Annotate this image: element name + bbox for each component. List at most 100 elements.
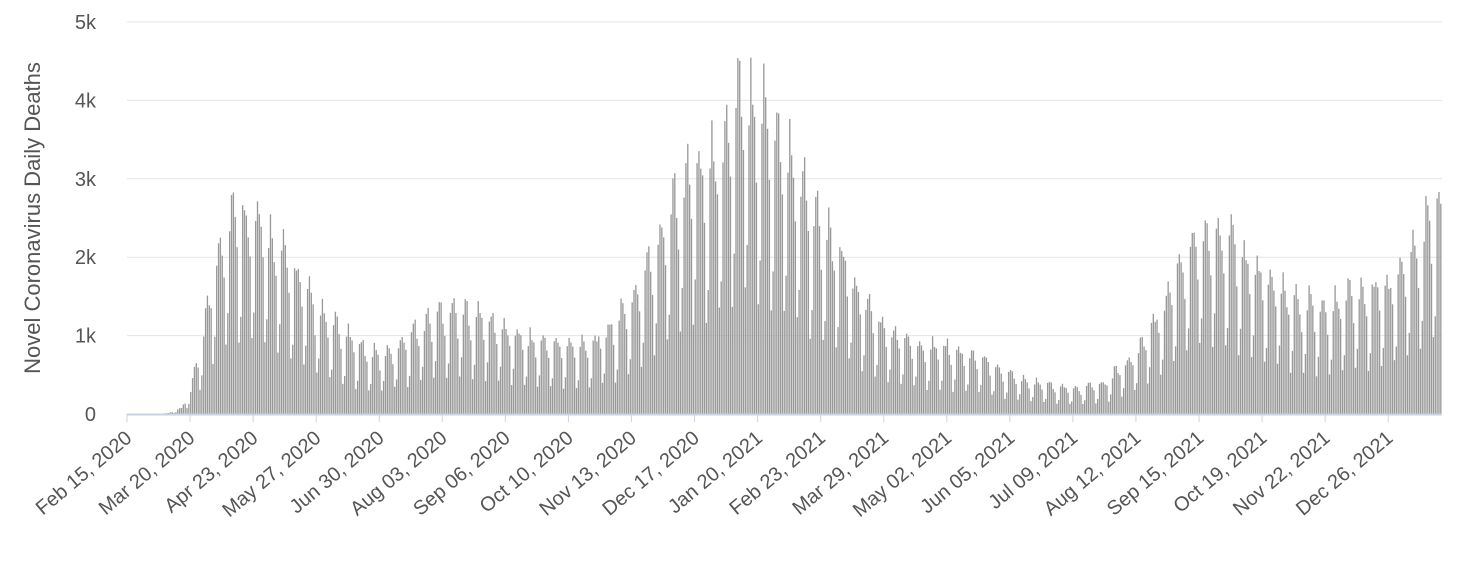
bar bbox=[490, 316, 492, 414]
bar bbox=[477, 300, 479, 414]
bar bbox=[794, 221, 797, 414]
bar bbox=[889, 369, 891, 414]
bar bbox=[1315, 376, 1318, 414]
bar bbox=[266, 319, 268, 414]
bar bbox=[1111, 378, 1114, 414]
bar bbox=[559, 346, 561, 414]
bar bbox=[679, 331, 682, 414]
bar bbox=[1388, 288, 1390, 414]
bar bbox=[839, 247, 841, 414]
bar bbox=[1004, 398, 1006, 414]
bar bbox=[1219, 235, 1221, 414]
bar bbox=[1139, 337, 1142, 414]
bar bbox=[523, 384, 526, 414]
bar bbox=[694, 279, 696, 414]
bar bbox=[1351, 295, 1353, 414]
bar bbox=[900, 383, 902, 414]
bar bbox=[770, 310, 772, 414]
bar bbox=[807, 230, 810, 414]
bar bbox=[356, 380, 359, 414]
bar bbox=[896, 340, 899, 414]
bar bbox=[256, 201, 259, 414]
bar bbox=[922, 350, 925, 414]
bar bbox=[625, 329, 628, 414]
bar bbox=[935, 348, 937, 414]
bar bbox=[891, 337, 893, 414]
bar bbox=[1258, 270, 1260, 414]
bar bbox=[1304, 353, 1307, 414]
bar bbox=[718, 307, 720, 414]
bar bbox=[533, 342, 535, 414]
bar bbox=[701, 175, 704, 414]
bar bbox=[247, 237, 249, 414]
bar bbox=[1321, 300, 1323, 414]
bar bbox=[918, 341, 921, 414]
bar bbox=[1204, 220, 1206, 414]
bar bbox=[1080, 394, 1082, 414]
bar bbox=[616, 369, 618, 414]
bar bbox=[744, 287, 746, 414]
bar bbox=[1208, 250, 1210, 414]
bar bbox=[1432, 337, 1435, 414]
bar bbox=[835, 347, 837, 414]
bar bbox=[188, 403, 190, 414]
bar bbox=[195, 363, 197, 414]
bar bbox=[768, 179, 771, 414]
bar bbox=[431, 341, 433, 414]
bar bbox=[1000, 373, 1002, 414]
bar bbox=[310, 292, 312, 414]
bar bbox=[575, 388, 578, 414]
bar bbox=[531, 340, 533, 414]
bar bbox=[905, 333, 908, 414]
bar bbox=[618, 320, 620, 414]
bar bbox=[1173, 360, 1175, 414]
bar bbox=[1367, 370, 1370, 414]
bar bbox=[425, 313, 427, 414]
bar bbox=[427, 307, 429, 414]
bar bbox=[1245, 260, 1247, 414]
bar bbox=[592, 340, 594, 414]
bar bbox=[345, 336, 348, 414]
bar bbox=[720, 281, 722, 414]
bar bbox=[366, 361, 368, 414]
bar bbox=[1338, 308, 1340, 414]
bar bbox=[924, 362, 926, 414]
bar bbox=[288, 292, 290, 414]
bar bbox=[1163, 310, 1166, 414]
bar bbox=[850, 342, 852, 414]
bar bbox=[184, 403, 186, 414]
bar bbox=[1404, 296, 1407, 414]
bar bbox=[583, 341, 585, 414]
bar bbox=[1271, 276, 1273, 414]
bar bbox=[373, 342, 376, 414]
bar bbox=[1226, 328, 1229, 414]
bar bbox=[1224, 345, 1227, 414]
bar bbox=[210, 308, 212, 414]
bar bbox=[496, 344, 498, 414]
bar bbox=[588, 387, 591, 414]
bar bbox=[1280, 293, 1282, 414]
bar bbox=[258, 214, 261, 414]
bar bbox=[1341, 370, 1344, 414]
bar bbox=[1241, 257, 1244, 414]
bar bbox=[1375, 282, 1377, 414]
bar bbox=[254, 220, 257, 414]
bar bbox=[1260, 272, 1262, 414]
bar bbox=[776, 112, 778, 414]
bar bbox=[1393, 360, 1396, 414]
bar bbox=[1213, 313, 1216, 414]
bar bbox=[726, 104, 728, 414]
bar bbox=[1365, 316, 1368, 414]
gridlines bbox=[127, 21, 1442, 337]
bars-group bbox=[154, 57, 1442, 415]
bar bbox=[1020, 381, 1023, 414]
bar bbox=[674, 173, 676, 414]
bar bbox=[529, 327, 531, 414]
bar bbox=[1232, 224, 1234, 414]
bar bbox=[457, 338, 459, 414]
bar bbox=[395, 379, 398, 414]
bar bbox=[972, 350, 975, 414]
bar bbox=[683, 197, 685, 414]
bar bbox=[201, 375, 203, 414]
